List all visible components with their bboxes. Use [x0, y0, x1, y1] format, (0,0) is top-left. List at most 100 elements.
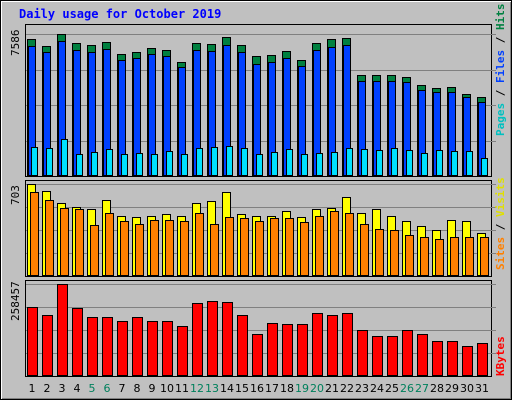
- kbytes-bar-day-9: [147, 321, 158, 376]
- pages-bar-day-25: [391, 148, 398, 176]
- day-label-23: 23: [355, 382, 369, 395]
- day-label-29: 29: [445, 382, 459, 395]
- pages-bar-day-16: [256, 154, 263, 176]
- kbytes-bar-day-8: [132, 317, 143, 376]
- sites-bar-day-3: [60, 208, 69, 276]
- legend-hits: Hits: [494, 4, 507, 31]
- visits-axis-max-label: 703: [9, 185, 22, 205]
- pages-bar-day-11: [181, 154, 188, 176]
- pages-bar-day-27: [421, 153, 428, 176]
- pages-bar-day-6: [106, 149, 113, 176]
- pages-bar-day-28: [436, 150, 443, 176]
- legend-kbytes: KBytes: [494, 336, 507, 376]
- day-label-30: 30: [460, 382, 474, 395]
- day-label-8: 8: [134, 382, 141, 395]
- sites-bar-day-28: [435, 239, 444, 276]
- day-label-10: 10: [160, 382, 174, 395]
- kbytes-bar-day-22: [342, 313, 353, 376]
- kbytes-bar-day-3: [57, 284, 68, 376]
- legend-separator: /: [494, 217, 507, 237]
- pages-bar-day-12: [196, 148, 203, 176]
- sites-bar-day-13: [210, 224, 219, 276]
- kbytes-bar-day-10: [162, 321, 173, 376]
- sites-bar-day-27: [420, 237, 429, 276]
- kbytes-bar-day-25: [387, 336, 398, 376]
- pages-bar-day-30: [466, 151, 473, 176]
- kbytes-bar-day-13: [207, 301, 218, 376]
- day-label-6: 6: [104, 382, 111, 395]
- kbytes-bar-day-18: [282, 324, 293, 376]
- pages-bar-day-8: [136, 153, 143, 176]
- day-label-21: 21: [325, 382, 339, 395]
- pages-bar-day-20: [316, 153, 323, 176]
- kbytes-panel-legend: KBytes: [494, 336, 507, 376]
- pages-bar-day-22: [346, 148, 353, 176]
- kbytes-bar-day-5: [87, 317, 98, 376]
- day-label-24: 24: [370, 382, 384, 395]
- legend-pages: Pages: [494, 103, 507, 136]
- day-label-17: 17: [265, 382, 279, 395]
- pages-bar-day-4: [76, 154, 83, 176]
- kbytes-bar-day-21: [327, 315, 338, 376]
- pages-bar-day-26: [406, 150, 413, 176]
- sites-bar-day-15: [240, 218, 249, 276]
- day-label-25: 25: [385, 382, 399, 395]
- day-label-11: 11: [175, 382, 189, 395]
- sites-bar-day-7: [120, 221, 129, 276]
- day-label-9: 9: [149, 382, 156, 395]
- kbytes-bar-day-2: [42, 315, 53, 376]
- day-label-13: 13: [205, 382, 219, 395]
- sites-bar-day-6: [105, 213, 114, 276]
- legend-sites: Sites: [494, 237, 507, 270]
- sites-bar-day-14: [225, 217, 234, 276]
- kbytes-bar-day-7: [117, 321, 128, 376]
- day-label-3: 3: [59, 382, 66, 395]
- sites-bar-day-11: [180, 221, 189, 276]
- kbytes-bar-day-31: [477, 343, 488, 376]
- sites-bar-day-4: [75, 209, 84, 276]
- sites-bar-day-23: [360, 224, 369, 276]
- legend-files: Files: [494, 50, 507, 83]
- kbytes-bar-day-16: [252, 334, 263, 376]
- sites-bar-day-16: [255, 221, 264, 276]
- pages-bar-day-2: [46, 148, 53, 176]
- sites-bar-day-17: [270, 218, 279, 276]
- day-label-7: 7: [119, 382, 126, 395]
- sites-bar-day-29: [450, 237, 459, 276]
- sites-bar-day-25: [390, 230, 399, 276]
- pages-bar-day-29: [451, 151, 458, 176]
- kbytes-bar-day-24: [372, 336, 383, 376]
- kbytes-bar-day-6: [102, 317, 113, 376]
- day-label-19: 19: [295, 382, 309, 395]
- bars: [27, 34, 489, 376]
- sites-bar-day-20: [315, 216, 324, 276]
- legend-visits: Visits: [494, 177, 507, 217]
- sites-bar-day-21: [330, 211, 339, 276]
- day-label-27: 27: [415, 382, 429, 395]
- day-label-15: 15: [235, 382, 249, 395]
- sites-bar-day-1: [30, 192, 39, 276]
- pages-bar-day-24: [376, 150, 383, 176]
- pages-bar-day-14: [226, 146, 233, 176]
- day-label-1: 1: [29, 382, 36, 395]
- pages-bar-day-7: [121, 154, 128, 176]
- pages-bar-day-23: [361, 149, 368, 176]
- kbytes-bar-day-4: [72, 308, 83, 376]
- visits-panel-legend: Sites / Visits: [494, 177, 507, 270]
- pages-bar-day-10: [166, 151, 173, 176]
- sites-bar-day-31: [480, 237, 489, 276]
- kbytes-bar-day-30: [462, 346, 473, 376]
- legend-separator: /: [494, 83, 507, 103]
- kbytes-bar-day-17: [267, 323, 278, 376]
- pages-bar-day-3: [61, 139, 68, 176]
- kbytes-bar-day-29: [447, 341, 458, 376]
- sites-bar-day-12: [195, 213, 204, 276]
- pages-bar-day-13: [211, 147, 218, 176]
- kbytes-bar-day-11: [177, 326, 188, 376]
- sites-bar-day-30: [465, 237, 474, 276]
- kbytes-bar-day-1: [27, 307, 38, 376]
- day-label-26: 26: [400, 382, 414, 395]
- sites-bar-day-24: [375, 229, 384, 276]
- sites-bar-day-5: [90, 225, 99, 276]
